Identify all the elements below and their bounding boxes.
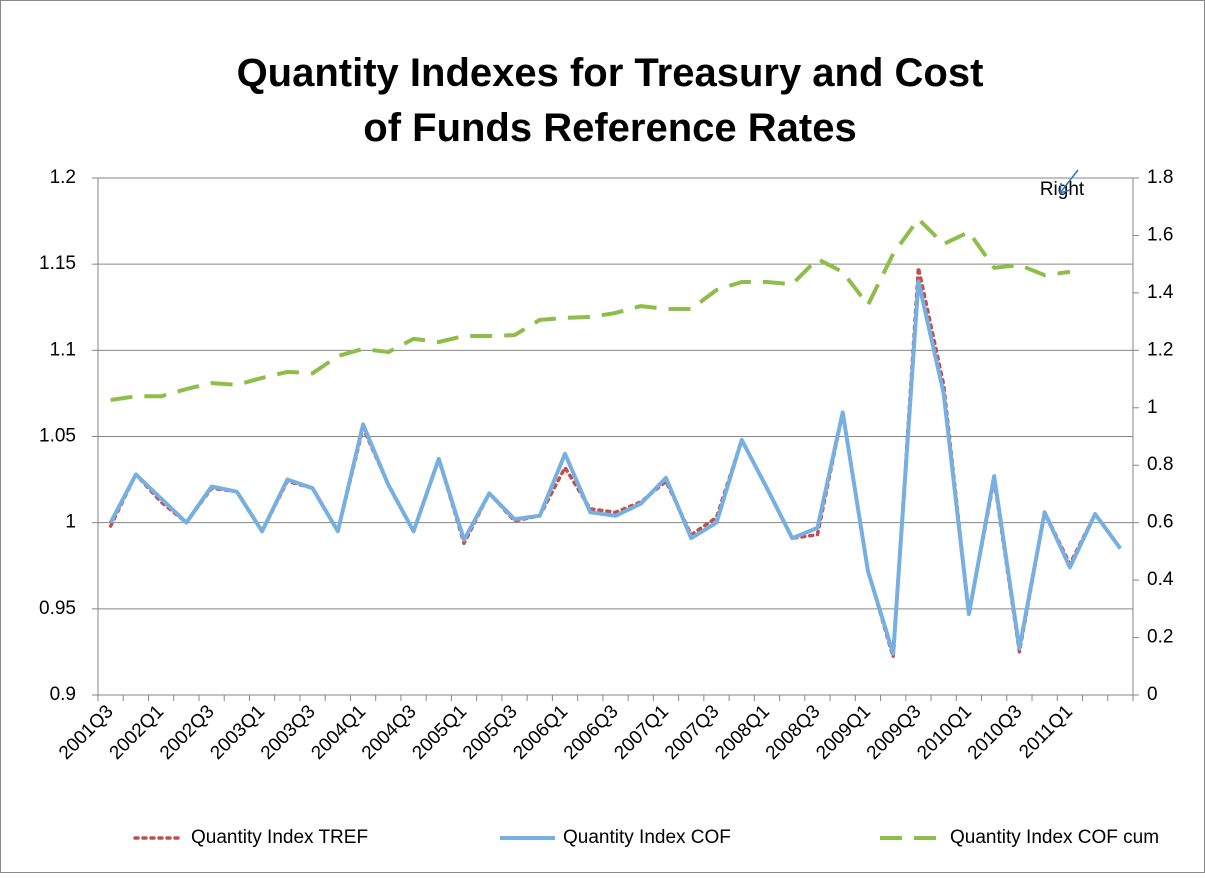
y-tick-label: 1.2: [50, 167, 76, 188]
y-tick-label: 1.1: [50, 339, 76, 360]
y-tick-label: 0.95: [39, 598, 76, 619]
y2-tick-label: 0.4: [1147, 569, 1174, 590]
y2-tick-label: 1: [1147, 397, 1158, 418]
annotation-arrow: [1059, 169, 1079, 195]
y2-tick-label: 0.2: [1147, 627, 1173, 648]
y2-tick-label: 1.8: [1147, 167, 1173, 188]
y2-tick-label: 0.6: [1147, 512, 1173, 533]
series-line: [110, 217, 1071, 402]
series-line: [108, 279, 1122, 656]
y2-tick-label: 1.4: [1147, 282, 1174, 303]
y-tick-label: 0.9: [50, 684, 76, 705]
legend-label: Quantity Index COF cum: [950, 827, 1159, 848]
y-tick-label: 1.15: [39, 253, 76, 274]
y-tick-label: 1: [65, 512, 76, 533]
legend-label: Quantity Index TREF: [191, 827, 368, 848]
y2-tick-label: 0: [1147, 684, 1158, 705]
legend-label: Quantity Index COF: [563, 827, 731, 848]
y-tick-label: 1.05: [39, 426, 76, 447]
y2-tick-label: 0.8: [1147, 454, 1173, 475]
y2-tick-label: 1.6: [1147, 224, 1173, 245]
y2-tick-label: 1.2: [1147, 339, 1173, 360]
chart-title: Quantity Indexes for Treasury and Cost of…: [237, 51, 984, 150]
